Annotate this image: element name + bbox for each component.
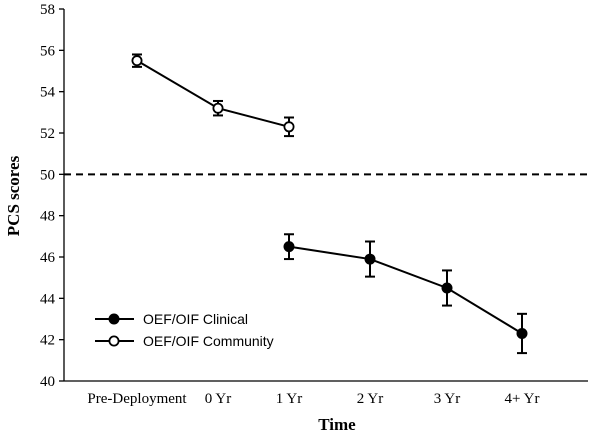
- x-tick-label: Pre-Deployment: [87, 391, 187, 407]
- legend-marker: [108, 335, 120, 347]
- x-tick-label: 1 Yr: [276, 391, 303, 407]
- x-tick-label: 4+ Yr: [505, 391, 540, 407]
- legend-label: OEF/OIF Clinical: [143, 311, 248, 327]
- y-tick-label: 46: [40, 250, 56, 266]
- x-axis-title: Time: [318, 415, 356, 434]
- y-axis-title: PCS scores: [4, 155, 23, 236]
- legend: OEF/OIF Clinical OEF/OIF Community: [95, 311, 274, 349]
- series-group: [131, 53, 528, 355]
- data-point: [131, 55, 143, 67]
- y-tick-label: 54: [40, 85, 56, 101]
- data-point: [364, 253, 376, 265]
- y-tick-label: 42: [40, 333, 55, 349]
- legend-label: OEF/OIF Community: [143, 333, 274, 349]
- data-point: [212, 102, 224, 114]
- data-point: [283, 121, 295, 133]
- legend-marker: [108, 313, 120, 325]
- data-point: [441, 282, 453, 294]
- series-line: [136, 59, 290, 128]
- y-tick-label: 52: [40, 126, 55, 142]
- y-tick-label: 40: [40, 374, 55, 390]
- tick-labels: 40 42 44 46 48 50 52 54 56 58 Pre-Deployment 0 Yr 1 …: [40, 2, 539, 407]
- series-community: [131, 53, 295, 138]
- x-tick-label: 3 Yr: [434, 391, 461, 407]
- y-tick-label: 50: [40, 167, 55, 183]
- y-tick-label: 48: [40, 209, 55, 225]
- x-tick-label: 2 Yr: [357, 391, 384, 407]
- y-tick-label: 56: [40, 43, 56, 59]
- series-clinical: [283, 233, 528, 355]
- y-tick-label: 58: [40, 2, 55, 18]
- axes: [59, 8, 588, 382]
- y-tick-label: 44: [40, 291, 56, 307]
- x-tick-label: 0 Yr: [205, 391, 232, 407]
- data-point: [283, 241, 295, 253]
- data-point: [516, 327, 528, 339]
- series-line: [288, 245, 523, 335]
